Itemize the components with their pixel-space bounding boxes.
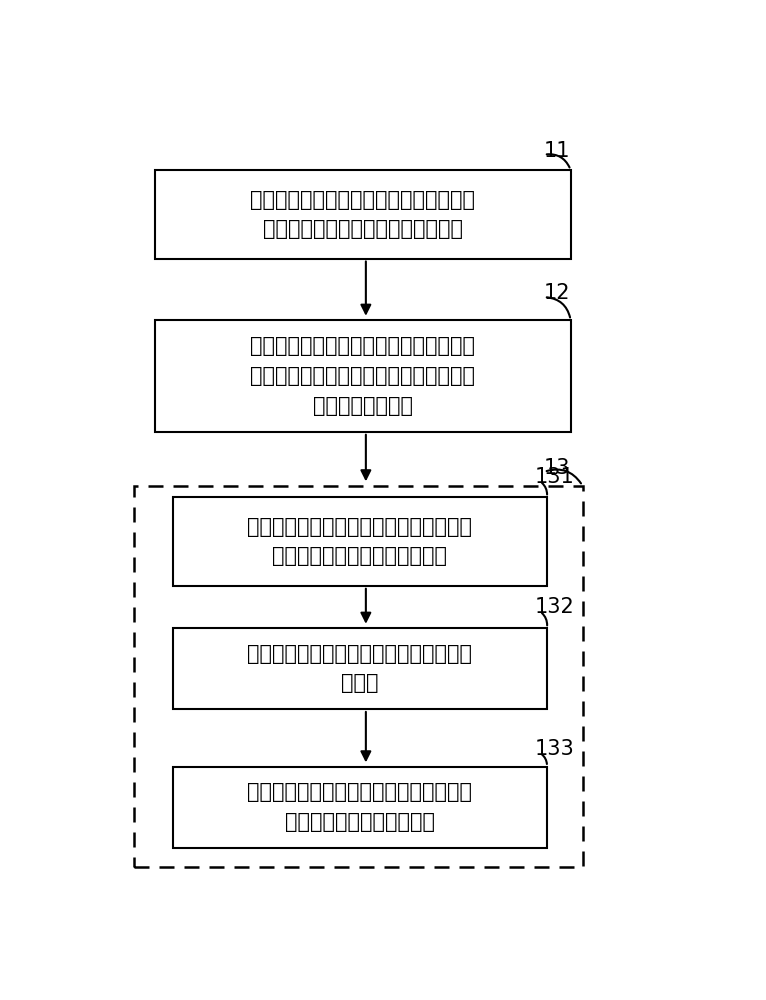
FancyArrowPatch shape: [542, 613, 547, 625]
Text: 基于预设的异常判定规则获取异常的电池
端换电里程数据和对应的电池包编号: 基于预设的异常判定规则获取异常的电池 端换电里程数据和对应的电池包编号: [250, 190, 476, 239]
Text: 将所述异常的电池端换电里程数据修正为
获取到的车端换电里程数据: 将所述异常的电池端换电里程数据修正为 获取到的车端换电里程数据: [247, 782, 473, 832]
Text: 查找与所述异常的电池端换电里程数据对
应的记录时间相匹配的换电时间: 查找与所述异常的电池端换电里程数据对 应的记录时间相匹配的换电时间: [247, 517, 473, 566]
Bar: [173, 497, 547, 586]
Text: 获取查找到的换电时间对应的车端换电里
程数据: 获取查找到的换电时间对应的车端换电里 程数据: [247, 644, 473, 693]
Text: 133: 133: [535, 739, 574, 759]
FancyArrowPatch shape: [547, 470, 581, 483]
Bar: [173, 628, 547, 709]
Text: 132: 132: [535, 597, 574, 617]
FancyArrowPatch shape: [547, 154, 570, 168]
Text: 11: 11: [544, 141, 571, 161]
Bar: [173, 767, 547, 848]
Text: 13: 13: [544, 458, 571, 478]
Bar: [155, 320, 571, 432]
FancyArrowPatch shape: [542, 755, 547, 764]
FancyArrowPatch shape: [542, 483, 547, 495]
Text: 12: 12: [544, 283, 571, 303]
Bar: [155, 170, 571, 259]
Text: 131: 131: [535, 467, 574, 487]
Text: 根据所述电池包编号获取对应的换电记录
数据，所述换电记录数据包含换电时间和
车端换电里程数据: 根据所述电池包编号获取对应的换电记录 数据，所述换电记录数据包含换电时间和 车端…: [250, 336, 476, 416]
FancyArrowPatch shape: [547, 297, 570, 317]
Bar: [134, 486, 583, 867]
